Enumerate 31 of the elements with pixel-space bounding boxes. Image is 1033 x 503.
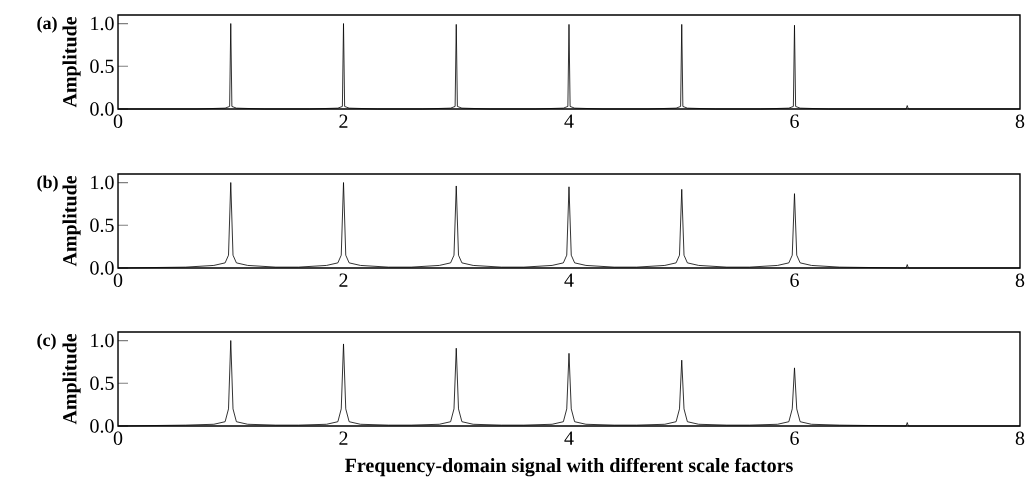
x-tick-label: 0 xyxy=(113,431,123,446)
x-tick-label: 2 xyxy=(339,114,348,128)
x-tick-label: 8 xyxy=(1015,114,1025,129)
y-tick-label: 1.0 xyxy=(91,333,114,348)
x-tick-label: 4 xyxy=(564,273,574,287)
y-axis-title: Amplitude xyxy=(62,333,81,425)
x-tick-label: 2 xyxy=(339,431,348,445)
x-tick-label: 0 xyxy=(113,273,123,288)
x-tick-label: 4 xyxy=(564,431,574,445)
x-tick-label: 8 xyxy=(1015,273,1025,288)
y-tick-label: 0.0 xyxy=(90,261,114,275)
y-tick-label: 0.0 xyxy=(90,102,114,116)
y-tick-label: 0.0 xyxy=(90,419,114,433)
x-tick-label: 4 xyxy=(564,114,574,128)
y-tick-label: 1.0 xyxy=(91,16,114,31)
y-axis-title: Amplitude xyxy=(62,175,81,267)
y-axis-title: Amplitude xyxy=(62,16,81,108)
x-tick-label: 6 xyxy=(790,273,799,287)
y-tick-label: 0.5 xyxy=(90,218,114,233)
text: (b) xyxy=(37,175,58,192)
x-tick-label: 6 xyxy=(790,114,799,128)
x-tick-label: 8 xyxy=(1015,431,1025,446)
text: (c) xyxy=(37,333,56,350)
x-tick-label: 0 xyxy=(113,114,123,129)
text: (a) xyxy=(37,16,57,33)
y-tick-label: 0.5 xyxy=(90,59,114,74)
x-tick-label: 6 xyxy=(790,431,799,445)
y-tick-label: 1.0 xyxy=(91,175,114,190)
y-tick-label: 0.5 xyxy=(90,376,114,391)
x-tick-label: 2 xyxy=(339,273,348,287)
x-axis-title: Frequency-domain signal with different scale factors xyxy=(345,457,793,477)
